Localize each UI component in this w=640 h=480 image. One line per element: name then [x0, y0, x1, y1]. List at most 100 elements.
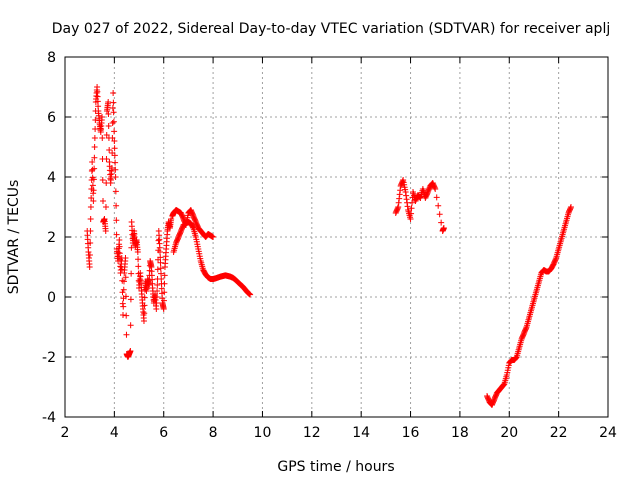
data-point	[90, 198, 97, 204]
data-point	[438, 219, 445, 226]
data-point	[127, 296, 134, 303]
data-point	[141, 310, 148, 317]
data-point	[91, 165, 98, 172]
grid	[65, 57, 608, 417]
data-point	[99, 135, 106, 141]
data-point	[120, 278, 127, 285]
data-point	[108, 165, 115, 171]
y-tick-label: 0	[47, 290, 56, 306]
data-point	[112, 166, 119, 173]
data-point	[153, 294, 160, 300]
data-point	[409, 199, 416, 206]
data-point	[122, 293, 129, 300]
data-point	[158, 270, 165, 277]
data-point	[155, 237, 162, 244]
data-point	[210, 234, 217, 240]
x-tick-label: 18	[451, 425, 469, 441]
data-point	[157, 265, 164, 272]
data-point	[120, 312, 127, 318]
data-point	[112, 188, 119, 195]
data-point	[110, 118, 117, 125]
data-point	[87, 204, 94, 210]
data-point	[92, 117, 99, 123]
data-point	[135, 256, 142, 263]
data-point	[111, 128, 118, 135]
x-tick-label: 12	[303, 425, 321, 441]
data-point	[154, 266, 161, 273]
data-point	[161, 280, 168, 287]
data-point	[134, 249, 141, 255]
data-point	[111, 152, 118, 159]
data-point	[128, 244, 135, 251]
data-point	[105, 123, 112, 129]
data-point	[116, 250, 123, 257]
data-point	[567, 204, 574, 210]
data-point	[91, 144, 98, 150]
x-tick-label: 4	[110, 425, 119, 441]
data-point	[141, 294, 148, 301]
data-point	[160, 306, 167, 312]
x-tick-label: 2	[61, 425, 70, 441]
data-point	[408, 210, 415, 217]
data-point	[109, 120, 116, 126]
data-point	[87, 216, 94, 222]
data-point	[109, 105, 116, 111]
data-point	[113, 231, 120, 238]
data-point	[407, 216, 414, 222]
data-point	[92, 126, 99, 132]
y-tick-label: 4	[47, 170, 56, 186]
data-point	[123, 331, 130, 338]
data-point	[99, 114, 106, 120]
data-point	[122, 274, 129, 281]
y-axis-label: SDTVAR / TECUs	[6, 180, 22, 295]
data-point	[154, 282, 161, 288]
data-point	[153, 300, 160, 306]
data-series	[84, 84, 574, 408]
data-point	[122, 255, 129, 261]
data-point	[436, 211, 443, 218]
data-point	[247, 291, 254, 298]
data-point	[112, 159, 119, 166]
data-point	[433, 194, 440, 201]
data-point	[440, 225, 447, 231]
data-point	[141, 302, 148, 309]
data-point	[110, 90, 117, 96]
data-point	[116, 243, 123, 250]
data-point	[123, 312, 130, 319]
data-point	[161, 289, 168, 296]
data-point	[432, 186, 439, 192]
data-point	[112, 174, 119, 180]
y-tick-label: 8	[47, 50, 56, 66]
x-tick-label: 24	[599, 425, 617, 441]
data-point	[91, 135, 98, 141]
data-point	[154, 288, 161, 294]
data-point	[113, 202, 120, 209]
x-tick-label: 14	[352, 425, 370, 441]
x-tick-label: 6	[159, 425, 168, 441]
data-point	[120, 303, 127, 310]
data-point	[102, 228, 109, 234]
chart-title: Day 027 of 2022, Sidereal Day-to-day VTE…	[52, 21, 610, 37]
data-point	[140, 318, 147, 324]
y-tick-label: -2	[42, 350, 56, 366]
data-point	[157, 259, 164, 266]
data-point	[87, 228, 94, 234]
data-point	[105, 111, 112, 117]
data-point	[157, 254, 164, 261]
x-axis-label: GPS time / hours	[277, 459, 394, 475]
data-point	[168, 216, 175, 222]
data-point	[128, 270, 135, 277]
x-tick-label: 10	[254, 425, 272, 441]
data-point	[110, 109, 117, 116]
data-point	[127, 348, 134, 354]
data-point	[102, 204, 109, 210]
data-point	[110, 99, 117, 106]
data-point	[99, 177, 106, 183]
y-tick-label: 2	[47, 230, 56, 246]
data-point	[157, 249, 164, 255]
data-point	[86, 252, 93, 258]
data-point	[89, 159, 96, 165]
data-point	[111, 138, 118, 144]
data-point	[120, 286, 127, 293]
